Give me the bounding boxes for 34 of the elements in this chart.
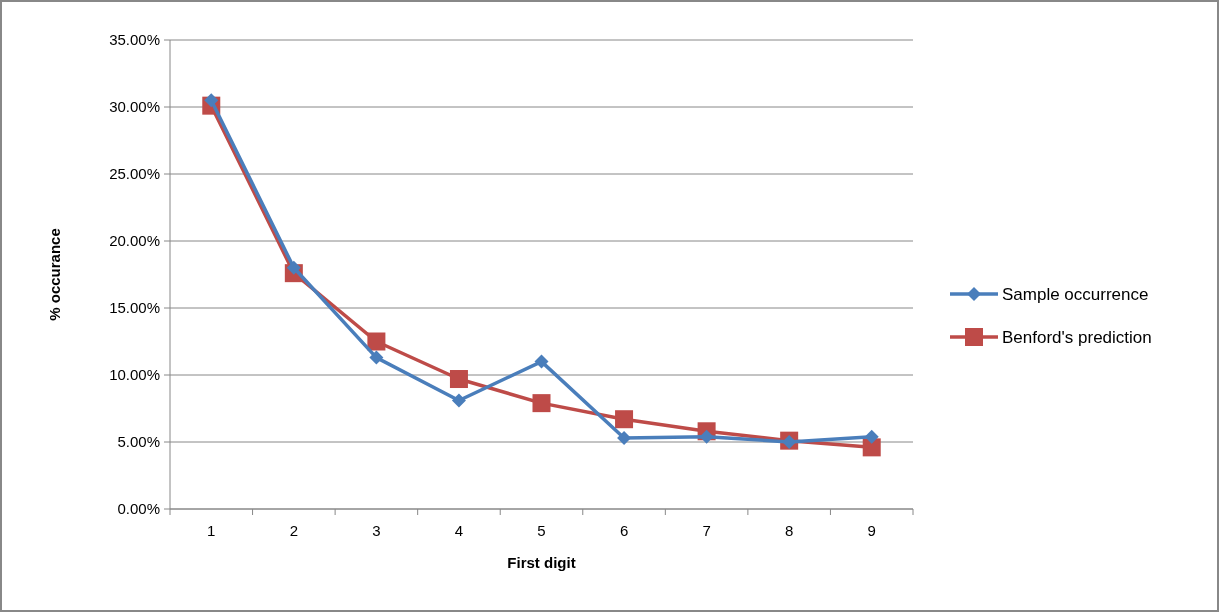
y-tick-label: 35.00% (109, 31, 160, 49)
x-tick-label: 3 (372, 522, 381, 539)
point (204, 93, 219, 108)
legend-label: Benford's prediction (1002, 327, 1152, 347)
x-tick-label: 9 (867, 522, 876, 539)
x-tick-label: 4 (454, 522, 464, 539)
x-tick-label: 5 (537, 522, 546, 539)
point (699, 429, 714, 444)
point (532, 394, 551, 413)
y-tick-label: 25.00% (109, 165, 160, 183)
x-tick-label: 7 (702, 522, 711, 539)
y-tick-label: 20.00% (109, 232, 160, 250)
y-axis-title: % occurance (46, 228, 63, 321)
point (367, 332, 386, 351)
point (617, 430, 632, 445)
x-tick-label: 6 (619, 522, 629, 539)
x-tick-label: 2 (289, 522, 299, 539)
x-axis-title: First digit (507, 554, 576, 571)
point (615, 410, 634, 429)
point (451, 393, 466, 408)
point (782, 435, 797, 449)
y-tick-label: 30.00% (109, 98, 160, 116)
point (449, 370, 468, 389)
point (286, 260, 301, 275)
y-tick-label: 0.00% (117, 500, 160, 518)
legend-label: Sample occurrence (1002, 284, 1149, 304)
y-tick-label: 10.00% (109, 366, 160, 384)
x-tick-label: 1 (207, 522, 216, 539)
point (864, 429, 879, 444)
point (369, 350, 384, 365)
y-tick-label: 15.00% (109, 299, 160, 317)
point (534, 354, 549, 369)
y-tick-label: 5.00% (117, 433, 160, 451)
x-tick-label: 8 (784, 522, 794, 539)
